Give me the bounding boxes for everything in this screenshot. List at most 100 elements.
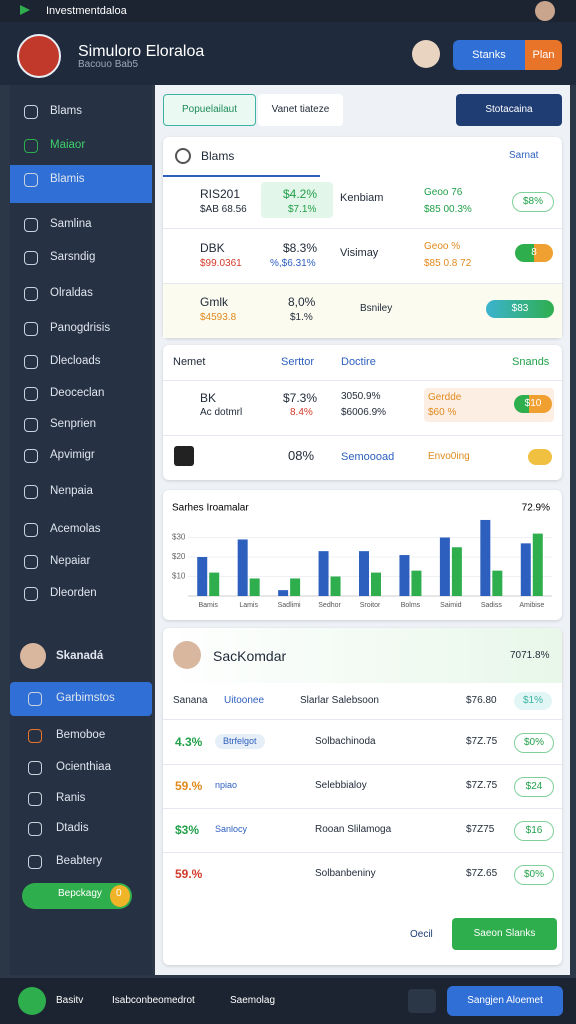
nav-item[interactable]: Nepaiar	[50, 555, 91, 567]
bar	[278, 590, 289, 596]
avatar[interactable]	[535, 1, 555, 21]
stock-change-sub: $1.%	[290, 312, 313, 323]
avatar[interactable]	[17, 34, 61, 78]
stock-sub: $4593.8	[200, 312, 237, 323]
icon-button[interactable]	[408, 989, 436, 1013]
stock-sub: $AB 68.56	[200, 204, 247, 215]
nav-item[interactable]: Samlina	[50, 218, 92, 230]
divider	[163, 764, 562, 765]
row-value: $7Z75	[466, 824, 495, 835]
x-tick-label: Amibise	[519, 602, 544, 609]
nav-item[interactable]: Apvimigr	[50, 449, 95, 461]
nav-item[interactable]: Bemoboe	[56, 729, 106, 741]
x-tick-label: Sedhor	[318, 602, 341, 609]
filter[interactable]: Sanana	[173, 695, 208, 706]
nav-item[interactable]: Panogdrisis	[50, 322, 111, 334]
stock-name: RIS201	[200, 187, 241, 201]
row-percent: 59.%	[175, 779, 203, 793]
button[interactable]: Stanks	[453, 40, 525, 70]
bottom-item[interactable]: Basitv	[56, 995, 84, 1006]
nav-item[interactable]: Dleorden	[50, 587, 97, 599]
dropdown[interactable]: Stotacaina	[456, 94, 562, 126]
pill[interactable]: $83	[486, 300, 554, 318]
stock-change: $8.3%	[283, 241, 318, 255]
bottom-bar: Basitv Isabconbeomedrot Saemolag Sangjen…	[0, 978, 576, 1024]
divider	[163, 808, 562, 809]
nav-item[interactable]: Ocienthiaa	[56, 761, 111, 773]
button[interactable]: Plan	[525, 40, 562, 70]
sidebar	[10, 85, 152, 975]
bar	[237, 539, 248, 596]
nav-icon	[28, 761, 42, 775]
filter[interactable]: Slarlar Salebsoon	[300, 695, 379, 706]
pill[interactable]: $8%	[512, 192, 554, 212]
chart-badge: 72.9%	[522, 503, 550, 514]
filter[interactable]: Sarnat	[509, 150, 539, 161]
stock-value-sub: $85 00.3%	[424, 204, 472, 215]
nav-item[interactable]: Ranis	[56, 792, 86, 804]
bar	[197, 557, 208, 596]
nav-item[interactable]: Senprien	[50, 418, 97, 430]
bar	[411, 570, 422, 596]
nav-icon	[28, 692, 42, 706]
filter[interactable]: Uitoonee	[224, 695, 265, 706]
row-value: $7Z.75	[466, 736, 498, 747]
stock-name: DBK	[200, 241, 225, 255]
nav-item[interactable]: Blamis	[50, 173, 85, 185]
user-chip-label[interactable]: Bepckagy	[58, 888, 102, 899]
stock-name: Gmlk	[200, 295, 228, 309]
pill[interactable]: 8	[515, 244, 553, 262]
row-value: $7Z.65	[466, 868, 498, 879]
bar	[451, 547, 462, 596]
bar	[249, 578, 260, 596]
row-pill[interactable]: $0%	[514, 733, 554, 753]
x-tick-label: Sadlimi	[278, 602, 301, 609]
nav-item[interactable]: Sarsndig	[50, 251, 96, 263]
bar	[439, 537, 450, 596]
home-icon[interactable]	[18, 987, 46, 1015]
cell: $7.3%	[283, 391, 318, 405]
nav-item[interactable]: Blams	[50, 105, 82, 117]
pill: $1%	[514, 692, 552, 710]
profile-name[interactable]: Skanadá	[56, 650, 104, 662]
column-header: Serttor	[281, 356, 315, 368]
bottom-item[interactable]: Isabconbeomedrot	[112, 995, 195, 1006]
chart-title: Sarhes Iroamalar	[172, 503, 249, 514]
confirm-button[interactable]: Saeon Slanks	[452, 918, 557, 950]
search-input[interactable]: Blams	[201, 149, 235, 163]
avatar[interactable]	[412, 40, 440, 68]
nav-item[interactable]: Beabtery	[56, 855, 103, 867]
toggle[interactable]	[528, 449, 552, 465]
bottom-item[interactable]: Saemolag	[230, 995, 276, 1006]
status-bar: Investmentdaloa	[0, 0, 576, 22]
nav-icon	[24, 587, 38, 601]
row-name: Selebbialoy	[315, 780, 367, 791]
stock-name: Visimay	[340, 247, 379, 259]
tab[interactable]: Popuelailaut	[163, 94, 256, 126]
bottom-button[interactable]: Sangjen Aloemet	[447, 986, 563, 1016]
nav-item[interactable]: Nenpaia	[50, 485, 93, 497]
row-pill[interactable]: $16	[514, 821, 554, 841]
nav-item[interactable]: Garbimstos	[56, 692, 115, 704]
nav-icon	[24, 523, 38, 537]
nav-item[interactable]: Olraldas	[50, 287, 93, 299]
cancel-button[interactable]: Oecil	[410, 929, 433, 940]
stock-sub: $99.0361	[200, 258, 242, 269]
header-value: $76.80	[466, 695, 497, 706]
row-pill[interactable]: $24	[514, 777, 554, 797]
nav-icon	[24, 355, 38, 369]
tab[interactable]: Vanet tiateze	[258, 94, 343, 126]
row-pill[interactable]: $0%	[514, 865, 554, 885]
nav-item[interactable]: Dtadis	[56, 822, 89, 834]
nav-icon	[24, 418, 38, 432]
bar	[318, 551, 329, 596]
divider	[163, 283, 562, 284]
nav-item[interactable]: Acemolas	[50, 523, 101, 535]
divider	[163, 435, 562, 436]
nav-item[interactable]: Dlecloads	[50, 355, 101, 367]
pill[interactable]: $10	[514, 395, 552, 413]
nav-item[interactable]: Deoceclan	[50, 387, 105, 399]
divider	[163, 719, 562, 720]
nav-item[interactable]: Maiaor	[50, 139, 86, 151]
